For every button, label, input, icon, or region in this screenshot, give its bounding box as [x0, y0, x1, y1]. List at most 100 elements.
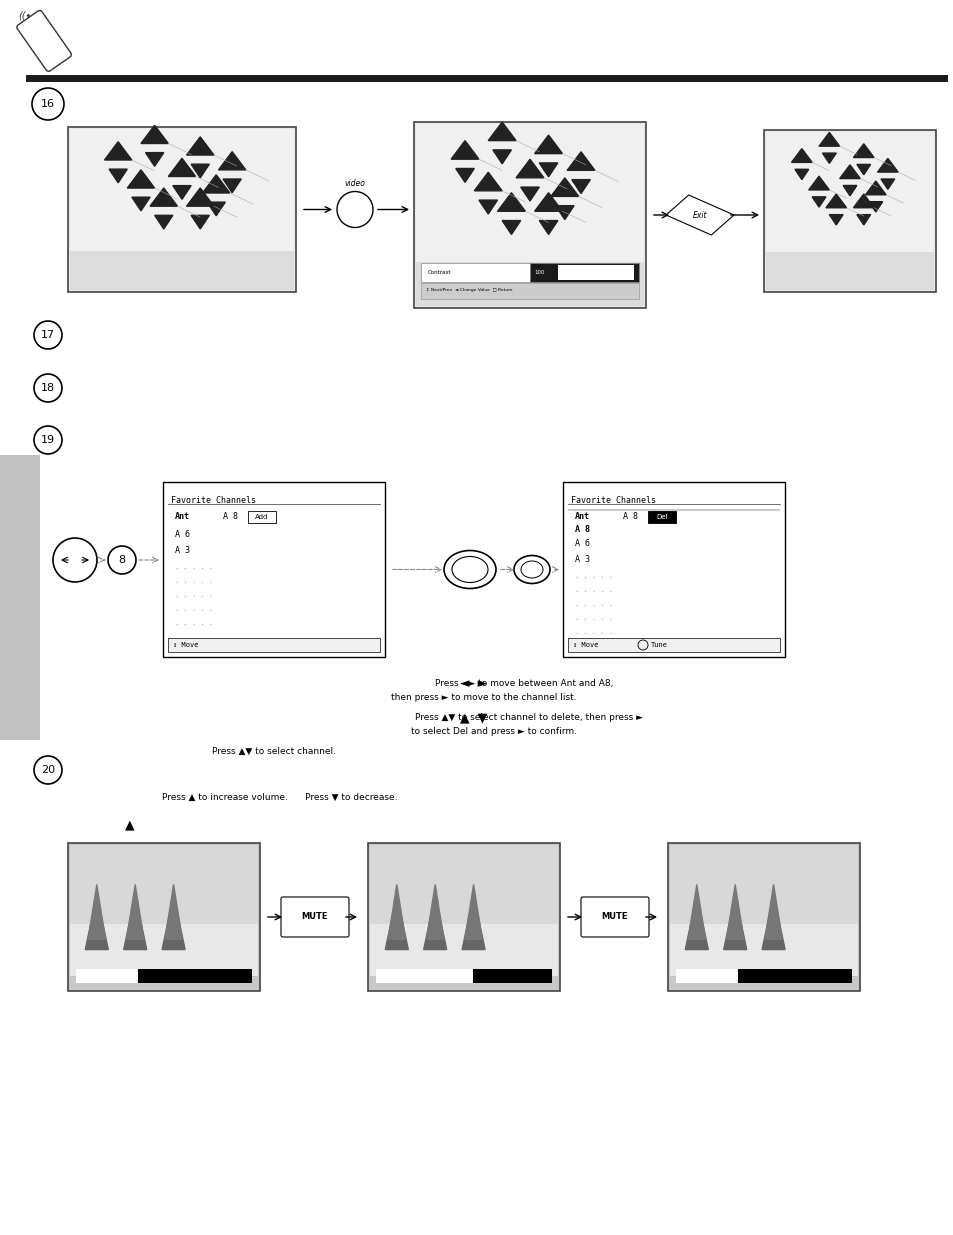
- Text: A 8: A 8: [622, 513, 638, 521]
- Polygon shape: [684, 895, 707, 950]
- Polygon shape: [172, 185, 191, 199]
- Bar: [68, 127, 295, 291]
- Text: Press ◄► to move between Ant and A8,: Press ◄► to move between Ant and A8,: [435, 679, 613, 688]
- Polygon shape: [501, 221, 520, 235]
- Text: 20: 20: [41, 764, 55, 776]
- Polygon shape: [726, 884, 743, 939]
- Text: ▲: ▲: [125, 818, 134, 831]
- Bar: [75, 969, 252, 983]
- Text: 17: 17: [41, 330, 55, 340]
- Text: 16: 16: [41, 99, 55, 109]
- Polygon shape: [464, 884, 481, 939]
- Polygon shape: [478, 200, 497, 214]
- Polygon shape: [168, 158, 195, 177]
- Bar: [667, 844, 859, 990]
- Bar: [0, 454, 40, 740]
- Polygon shape: [723, 895, 746, 950]
- Text: ▲  ▼: ▲ ▼: [460, 711, 487, 724]
- Polygon shape: [388, 884, 405, 939]
- Bar: [530, 263, 639, 282]
- Polygon shape: [534, 135, 562, 153]
- Text: MUTE: MUTE: [301, 913, 328, 921]
- Bar: [168, 638, 379, 652]
- Bar: [368, 844, 559, 990]
- Polygon shape: [877, 158, 897, 172]
- Text: . . . . .: . . . . .: [575, 629, 613, 635]
- Text: ↕ Move: ↕ Move: [573, 642, 598, 648]
- Bar: [765, 252, 933, 290]
- Text: Press ▲ to increase volume.      Press ▼ to decrease.: Press ▲ to increase volume. Press ▼ to d…: [162, 793, 397, 802]
- Text: Contrast: Contrast: [428, 270, 451, 275]
- Polygon shape: [791, 148, 811, 162]
- Bar: [420, 283, 639, 299]
- Polygon shape: [761, 895, 784, 950]
- Bar: [163, 482, 385, 657]
- Bar: [567, 638, 780, 652]
- Text: . . . . .: . . . . .: [174, 564, 213, 571]
- Polygon shape: [154, 215, 172, 228]
- Polygon shape: [828, 215, 842, 225]
- Polygon shape: [520, 186, 538, 201]
- Bar: [647, 511, 676, 522]
- Text: ((•: ((•: [18, 10, 31, 20]
- Bar: [765, 132, 933, 253]
- Bar: [416, 124, 643, 263]
- Bar: [75, 969, 137, 983]
- Text: . . . . .: . . . . .: [575, 615, 613, 621]
- Polygon shape: [555, 206, 574, 220]
- Polygon shape: [85, 895, 109, 950]
- Text: Tune: Tune: [650, 642, 667, 648]
- Text: . . . . .: . . . . .: [174, 606, 213, 613]
- Bar: [414, 122, 645, 308]
- FancyBboxPatch shape: [17, 10, 71, 72]
- Polygon shape: [842, 185, 856, 196]
- Text: A 3: A 3: [575, 555, 589, 564]
- Polygon shape: [516, 159, 543, 178]
- Text: . . . . .: . . . . .: [174, 620, 213, 626]
- Text: 19: 19: [41, 435, 55, 445]
- Text: . . . . .: . . . . .: [575, 573, 613, 579]
- Text: then press ► to move to the channel list.: then press ► to move to the channel list…: [391, 693, 577, 701]
- Polygon shape: [451, 141, 478, 159]
- Polygon shape: [474, 172, 501, 191]
- FancyBboxPatch shape: [281, 897, 349, 937]
- Polygon shape: [687, 884, 704, 939]
- Polygon shape: [868, 201, 882, 212]
- Text: 100: 100: [534, 270, 544, 275]
- Polygon shape: [127, 884, 144, 939]
- Polygon shape: [150, 188, 177, 206]
- Polygon shape: [202, 175, 230, 193]
- Polygon shape: [493, 149, 511, 164]
- Polygon shape: [132, 198, 150, 211]
- Polygon shape: [839, 164, 860, 179]
- Bar: [763, 130, 935, 291]
- Polygon shape: [538, 163, 558, 177]
- Polygon shape: [550, 178, 578, 196]
- Text: A 3: A 3: [174, 546, 190, 555]
- Bar: [375, 969, 552, 983]
- Polygon shape: [794, 169, 808, 179]
- Polygon shape: [109, 169, 127, 183]
- Bar: [558, 266, 634, 280]
- Bar: [675, 969, 737, 983]
- Text: . . . . .: . . . . .: [174, 578, 213, 584]
- Bar: [248, 511, 275, 522]
- Polygon shape: [88, 884, 106, 939]
- Polygon shape: [146, 153, 164, 167]
- Text: 18: 18: [41, 383, 55, 393]
- Polygon shape: [124, 895, 147, 950]
- Polygon shape: [764, 884, 781, 939]
- Text: Favorite Channels: Favorite Channels: [171, 496, 255, 505]
- Text: . . . . .: . . . . .: [575, 601, 613, 606]
- Bar: [370, 925, 558, 976]
- Polygon shape: [385, 895, 408, 950]
- Polygon shape: [566, 152, 595, 170]
- Text: ↕ Move: ↕ Move: [172, 642, 198, 648]
- Polygon shape: [191, 164, 209, 178]
- Bar: [70, 845, 257, 926]
- Polygon shape: [497, 193, 525, 211]
- Text: . . . . .: . . . . .: [174, 592, 213, 598]
- Text: A 8: A 8: [575, 525, 589, 534]
- Text: MUTE: MUTE: [601, 913, 628, 921]
- Text: Add: Add: [255, 514, 269, 520]
